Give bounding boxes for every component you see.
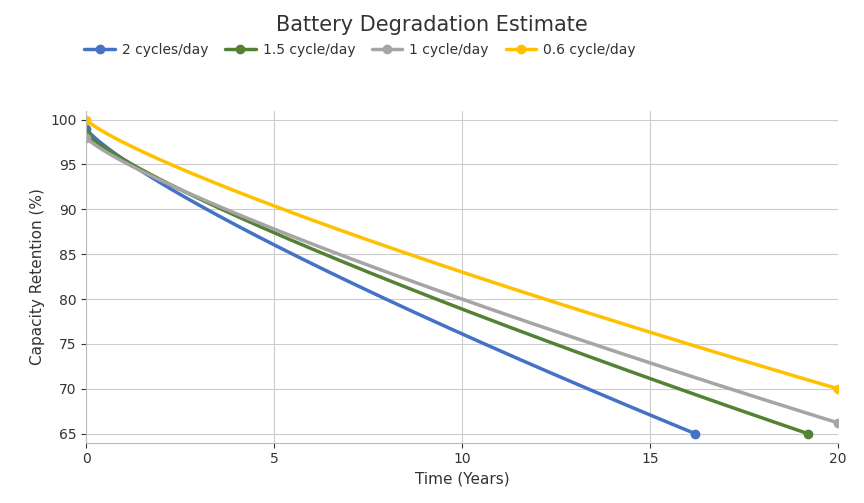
2 cycles/day [690, 431, 701, 437]
1 cycle/day [833, 420, 843, 426]
0.6 cycle/day [815, 380, 825, 386]
0.6 cycle/day [529, 293, 539, 299]
1 cycle/day [488, 307, 499, 313]
0.6 cycle/day [438, 263, 448, 269]
Y-axis label: Capacity Retention (%): Capacity Retention (%) [29, 188, 45, 365]
1.5 cycle/day [81, 130, 92, 136]
1.5 cycle/day [429, 295, 439, 301]
1 cycle/day [697, 377, 708, 383]
1 cycle/day [438, 290, 448, 296]
0.6 cycle/day [81, 117, 92, 123]
1.5 cycle/day [673, 385, 683, 391]
1 cycle/day [81, 135, 92, 141]
1.5 cycle/day [511, 326, 521, 332]
1.5 cycle/day [803, 431, 813, 437]
0.6 cycle/day [442, 264, 453, 270]
Legend: 2 cycles/day, 1.5 cycle/day, 1 cycle/day, 0.6 cycle/day: 2 cycles/day, 1.5 cycle/day, 1 cycle/day… [79, 38, 641, 63]
Line: 1 cycle/day: 1 cycle/day [82, 133, 842, 427]
Line: 2 cycles/day: 2 cycles/day [82, 124, 700, 438]
0.6 cycle/day [697, 345, 708, 351]
1 cycle/day [529, 321, 539, 327]
Line: 1.5 cycle/day: 1.5 cycle/day [82, 129, 812, 438]
2 cycles/day [581, 385, 591, 391]
Line: 0.6 cycle/day: 0.6 cycle/day [82, 116, 842, 393]
1 cycle/day [815, 414, 825, 421]
X-axis label: Time (Years): Time (Years) [415, 472, 510, 487]
1 cycle/day [442, 291, 453, 297]
0.6 cycle/day [488, 279, 499, 285]
Text: Battery Degradation Estimate: Battery Degradation Estimate [276, 15, 588, 35]
2 cycles/day [81, 126, 92, 132]
1.5 cycle/day [424, 293, 435, 299]
1.5 cycle/day [785, 425, 796, 431]
2 cycles/day [371, 291, 381, 297]
0.6 cycle/day [833, 386, 843, 392]
2 cycles/day [443, 325, 454, 331]
1.5 cycle/day [472, 312, 482, 318]
2 cycles/day [374, 293, 384, 299]
2 cycles/day [676, 425, 686, 431]
2 cycles/day [410, 310, 421, 316]
